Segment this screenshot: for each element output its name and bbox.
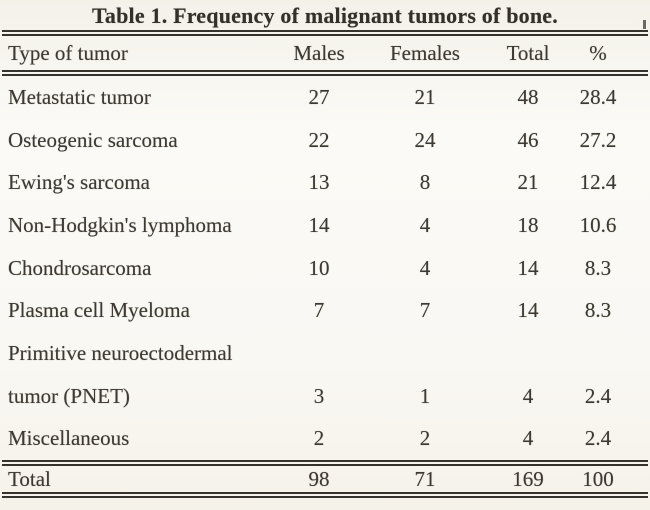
table-row: Chondrosarcoma 10 4 14 8.3 [0,247,650,290]
row-value: 3 [313,383,325,408]
row-label: Miscellaneous [8,426,130,451]
header-rule [2,70,648,76]
row-value: 4 [522,383,534,408]
table-row: tumor (PNET) 3 1 4 2.4 [0,375,650,418]
total-females: 71 [414,466,436,491]
total-row: Total 98 71 169 100 [0,466,650,492]
row-value: 2.4 [584,426,612,451]
total-total: 169 [512,466,544,491]
total-percent: 100 [582,466,614,491]
row-value: 12.4 [579,170,617,195]
row-value: 1 [419,383,431,408]
table-row: Osteogenic sarcoma 22 24 46 27.2 [0,119,650,162]
row-value: 14 [308,212,330,237]
row-value: 2.4 [584,383,612,408]
row-value: 21 [517,170,539,195]
row-value: 10.6 [579,212,617,237]
table-row: Plasma cell Myeloma 7 7 14 8.3 [0,289,650,332]
row-value: 8.3 [584,298,612,323]
row-label: Primitive neuroectodermal [8,340,233,365]
row-label: Metastatic tumor [8,84,151,109]
row-value: 27 [308,84,330,109]
row-value: 10 [308,255,330,280]
total-rule [2,460,648,467]
table-body: Metastatic tumor 27 21 48 28.4 Osteogenic sar… [0,76,650,460]
top-rule [2,30,648,36]
scan-artifact [643,20,646,29]
row-value: 4 [522,426,534,451]
column-header-females: Females [390,40,460,65]
row-label: tumor (PNET) [8,383,130,408]
bottom-rule [2,492,648,499]
total-males: 98 [308,466,330,491]
row-value: 2 [419,426,431,451]
row-value: 27.2 [579,127,617,152]
column-header-males: Males [293,40,345,65]
row-value: 18 [517,212,539,237]
column-header-type: Type of tumor [8,40,128,65]
row-value: 7 [419,298,431,323]
row-label: Osteogenic sarcoma [8,127,178,152]
row-value: 8.3 [584,255,612,280]
row-label: Chondrosarcoma [8,255,152,280]
row-value: 28.4 [579,84,617,109]
table-row: Miscellaneous 2 2 4 2.4 [0,418,650,461]
table-caption: Table 1. Frequency of malignant tumors o… [92,3,558,28]
row-value: 13 [308,170,330,195]
table-header-row: Type of tumor Males Females Total % [0,36,650,70]
row-value: 7 [313,298,325,323]
row-value: 21 [414,84,436,109]
row-label: Non-Hodgkin's lymphoma [8,212,232,237]
column-header-total: Total [506,40,550,65]
column-header-percent: % [589,40,607,65]
row-value: 24 [414,127,436,152]
row-value: 8 [419,170,431,195]
row-value: 22 [308,127,330,152]
row-value: 14 [517,298,539,323]
row-value: 2 [313,426,325,451]
table-row: Ewing's sarcoma 13 8 21 12.4 [0,161,650,204]
table-row: Non-Hodgkin's lymphoma 14 4 18 10.6 [0,204,650,247]
row-value: 48 [517,84,539,109]
row-value: 46 [517,127,539,152]
total-label: Total [8,466,51,491]
row-value: 4 [419,255,431,280]
row-value: 4 [419,212,431,237]
row-label: Plasma cell Myeloma [8,298,190,323]
row-label: Ewing's sarcoma [8,170,150,195]
table-row: Primitive neuroectodermal [0,332,650,375]
row-value: 14 [517,255,539,280]
table-row: Metastatic tumor 27 21 48 28.4 [0,76,650,119]
